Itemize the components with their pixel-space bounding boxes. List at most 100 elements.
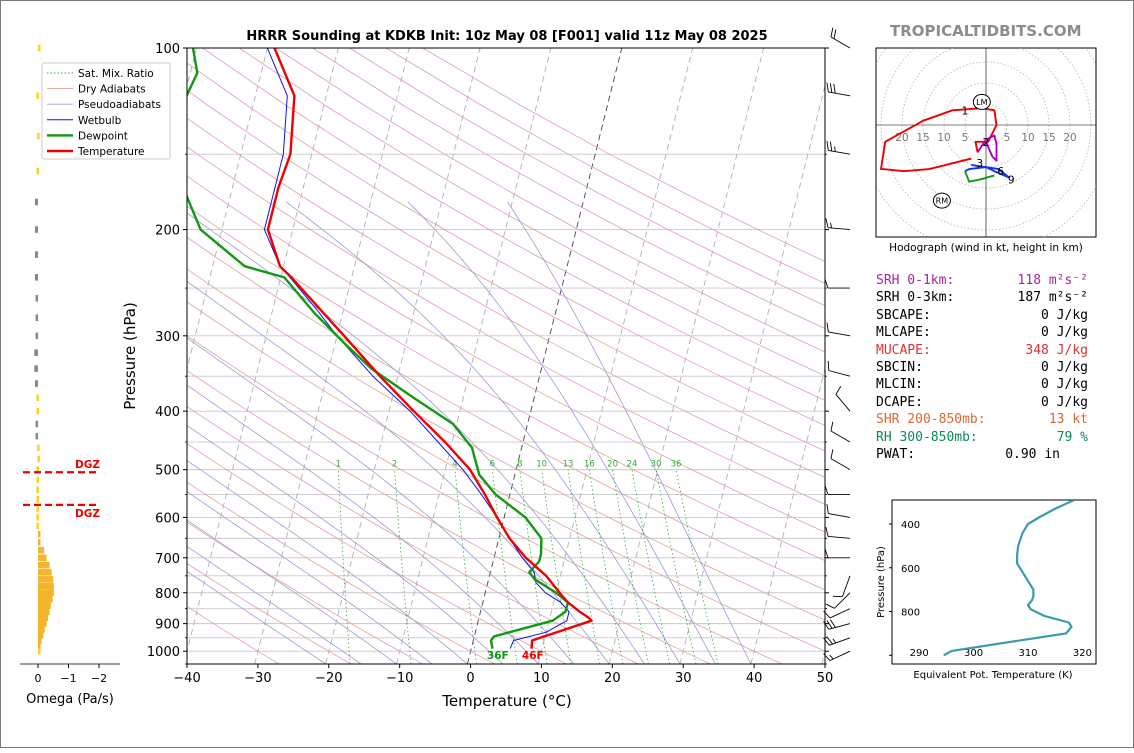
mixing-ratio-label: 1 bbox=[335, 460, 340, 470]
pseudoadiabat-line bbox=[8, 202, 574, 664]
x-tick-label: −10 bbox=[386, 671, 413, 686]
temperature-profile-line bbox=[268, 48, 592, 649]
omega-bar bbox=[36, 514, 39, 521]
wind-barb bbox=[831, 422, 850, 442]
mixing-ratio-label: 36 bbox=[671, 460, 682, 470]
x-tick-label: 40 bbox=[746, 671, 763, 686]
omega-bar bbox=[38, 531, 41, 538]
omega-bar bbox=[36, 93, 39, 100]
omega-bar bbox=[38, 626, 45, 633]
omega-bar bbox=[38, 576, 53, 583]
dewpoint-profile-line bbox=[159, 48, 568, 649]
hodograph-ring-label: 15 bbox=[1042, 132, 1055, 144]
mixing-ratio-label: 13 bbox=[563, 460, 574, 470]
stat-value: 118 m²s⁻² bbox=[1018, 272, 1088, 289]
wind-barb bbox=[824, 620, 850, 630]
mixing-ratio-label: 30 bbox=[651, 460, 662, 470]
stat-value: 79 % bbox=[1057, 429, 1088, 446]
storm-motion-label: LM bbox=[976, 98, 987, 107]
omega-bar bbox=[36, 295, 39, 302]
hodograph-ring-label: 20 bbox=[895, 132, 908, 144]
omega-bar bbox=[36, 314, 39, 321]
isotherm-line bbox=[538, 48, 693, 664]
wind-barb bbox=[826, 527, 850, 538]
theta-e-frame bbox=[892, 500, 1096, 664]
stat-label: DCAPE: bbox=[876, 394, 923, 411]
y-tick-label: 1000 bbox=[147, 645, 180, 660]
omega-bar bbox=[36, 496, 39, 503]
stat-row: SHR 200-850mb:13 kt bbox=[876, 411, 1106, 428]
theta-e-y-tick-label: 400 bbox=[901, 520, 920, 531]
mixing-ratio-label: 2 bbox=[392, 460, 397, 470]
wind-barb bbox=[827, 504, 850, 517]
surface-temperature-label: 46F bbox=[522, 650, 544, 662]
omega-bar bbox=[38, 555, 47, 562]
y-tick-label: 200 bbox=[155, 224, 180, 239]
mixing-ratio-label: 6 bbox=[490, 460, 495, 470]
wind-barb bbox=[827, 323, 850, 336]
theta-e-x-tick-label: 290 bbox=[910, 648, 929, 659]
stat-label: MUCAPE: bbox=[876, 342, 931, 359]
hodograph-height-label: 2 bbox=[983, 137, 990, 149]
dgz-label: DGZ bbox=[75, 508, 100, 520]
omega-bar bbox=[35, 199, 38, 206]
stat-row: RH 300-850mb:79 % bbox=[876, 429, 1106, 446]
isotherm-line bbox=[255, 48, 410, 664]
omega-bar bbox=[35, 226, 38, 233]
hodograph-ring-label: 5 bbox=[1004, 132, 1011, 144]
wind-barb bbox=[833, 576, 850, 597]
stat-value: 0 J/kg bbox=[1041, 307, 1088, 324]
stat-value: 0 J/kg bbox=[1041, 394, 1088, 411]
isotherm-line bbox=[184, 48, 338, 664]
x-tick-label: 20 bbox=[604, 671, 621, 686]
pseudoadiabat-line bbox=[172, 202, 644, 664]
omega-bar bbox=[38, 562, 50, 569]
mixing-ratio-line bbox=[656, 470, 696, 664]
wind-barbs bbox=[823, 28, 850, 661]
omega-x-tick-label: −2 bbox=[91, 672, 107, 685]
omega-bar bbox=[36, 408, 39, 415]
stat-row: MUCAPE:348 J/kg bbox=[876, 342, 1106, 359]
y-tick-label: 500 bbox=[155, 464, 180, 479]
isotherm-line bbox=[609, 48, 764, 664]
omega-bar bbox=[36, 487, 39, 494]
stat-row: PWAT:0.90 in bbox=[876, 446, 1106, 463]
y-tick-label: 400 bbox=[155, 405, 180, 420]
theta-e-y-tick-label: 600 bbox=[901, 564, 920, 575]
wind-barb bbox=[827, 83, 850, 96]
omega-bar bbox=[38, 539, 41, 546]
mixing-ratio-line bbox=[455, 470, 477, 664]
wind-barb bbox=[827, 141, 850, 154]
omega-bar bbox=[38, 569, 52, 576]
y-tick-label: 100 bbox=[155, 42, 180, 57]
legend-label: Wetbulb bbox=[78, 115, 122, 127]
omega-bar bbox=[38, 590, 54, 597]
wind-barb bbox=[826, 218, 850, 229]
stat-row: MLCAPE:0 J/kg bbox=[876, 324, 1106, 341]
y-tick-label: 700 bbox=[155, 552, 180, 567]
stat-row: SRH 0-3km:187 m²s⁻² bbox=[876, 289, 1106, 306]
stat-label: SBCAPE: bbox=[876, 307, 931, 324]
omega-bar bbox=[38, 547, 44, 554]
omega-bar bbox=[38, 614, 48, 621]
hodograph-height-label: 1 bbox=[962, 105, 969, 117]
y-tick-label: 900 bbox=[155, 618, 180, 633]
wind-barb bbox=[831, 28, 850, 48]
pseudoadiabat-line bbox=[0, 202, 361, 664]
wind-barb bbox=[824, 651, 850, 660]
wind-barb bbox=[825, 486, 850, 495]
chart-title: HRRR Sounding at KDKB Init: 10z May 08 [… bbox=[246, 29, 767, 44]
omega-x-tick-label: 0 bbox=[35, 672, 42, 685]
omega-bar bbox=[38, 648, 41, 655]
omega-bar bbox=[36, 523, 39, 530]
hodograph-caption: Hodograph (wind in kt, height in km) bbox=[889, 242, 1083, 254]
omega-bar bbox=[38, 583, 54, 590]
isotherm-line bbox=[680, 48, 835, 664]
x-tick-label: 0 bbox=[466, 671, 474, 686]
storm-motion-marker: LM bbox=[973, 94, 990, 109]
stat-value: 0 J/kg bbox=[1041, 376, 1088, 393]
omega-x-tick-label: −1 bbox=[60, 672, 76, 685]
